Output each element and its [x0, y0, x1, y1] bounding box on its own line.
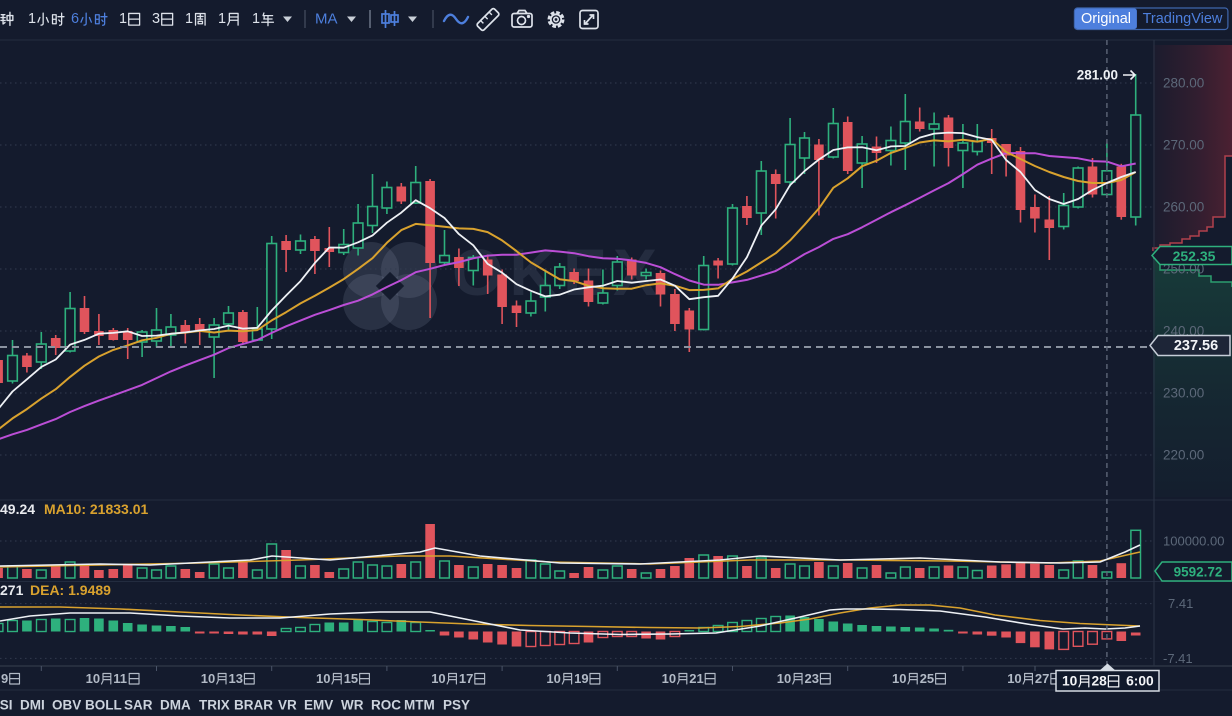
svg-text:10: 10: [1062, 674, 1078, 689]
svg-text:10: 10: [1007, 671, 1021, 686]
svg-text:21: 21: [689, 671, 703, 686]
svg-text:220.00: 220.00: [1163, 448, 1204, 463]
svg-text:9: 9: [1, 671, 8, 686]
svg-text:237.56: 237.56: [1174, 338, 1218, 354]
svg-text:23: 23: [805, 671, 819, 686]
svg-text:DMA: DMA: [160, 698, 191, 713]
svg-text:1: 1: [185, 11, 193, 27]
svg-text:260.00: 260.00: [1163, 200, 1204, 215]
svg-text:10: 10: [201, 671, 215, 686]
svg-text:1: 1: [218, 11, 226, 27]
svg-text:281.00: 281.00: [1077, 68, 1118, 83]
svg-text:17: 17: [459, 671, 473, 686]
svg-text:27: 27: [1035, 671, 1049, 686]
svg-text:9592.72: 9592.72: [1174, 565, 1223, 580]
svg-text:6:00: 6:00: [1126, 674, 1154, 689]
svg-text:11: 11: [113, 671, 127, 686]
svg-text:10: 10: [892, 671, 906, 686]
svg-text:13: 13: [229, 671, 243, 686]
svg-text:DEA: 1.9489: DEA: 1.9489: [30, 582, 111, 598]
svg-text:EMV: EMV: [304, 698, 333, 713]
svg-text:10: 10: [777, 671, 791, 686]
svg-text:25: 25: [920, 671, 934, 686]
svg-text:270.00: 270.00: [1163, 138, 1204, 153]
svg-text:BOLL: BOLL: [85, 698, 122, 713]
svg-text:Original: Original: [1081, 11, 1131, 27]
svg-text:10: 10: [662, 671, 676, 686]
svg-text:1: 1: [28, 11, 36, 27]
svg-text:DMI: DMI: [20, 698, 45, 713]
svg-text:7.41: 7.41: [1168, 596, 1193, 611]
svg-text:100000.00: 100000.00: [1163, 534, 1224, 549]
svg-text:SAR: SAR: [124, 698, 153, 713]
svg-text:MA: MA: [315, 11, 338, 28]
svg-text:ROC: ROC: [371, 698, 401, 713]
svg-text:10: 10: [316, 671, 330, 686]
svg-text:WR: WR: [341, 698, 364, 713]
svg-text:230.00: 230.00: [1163, 386, 1204, 401]
svg-text:MTM: MTM: [404, 698, 435, 713]
svg-text:280.00: 280.00: [1163, 76, 1204, 91]
svg-text:6: 6: [71, 11, 79, 27]
svg-text:TradingView: TradingView: [1143, 11, 1223, 27]
svg-text:49.24: 49.24: [0, 501, 35, 517]
svg-text:19: 19: [574, 671, 588, 686]
svg-text:28: 28: [1092, 674, 1108, 689]
svg-text:BRAR: BRAR: [234, 698, 273, 713]
svg-text:3: 3: [152, 11, 160, 27]
svg-text:271: 271: [0, 582, 24, 598]
svg-text:PSY: PSY: [443, 698, 470, 713]
svg-text:MA10: 21833.01: MA10: 21833.01: [44, 501, 149, 517]
svg-text:1: 1: [119, 11, 127, 27]
svg-text:252.35: 252.35: [1173, 248, 1216, 264]
svg-text:10: 10: [546, 671, 560, 686]
svg-text:VR: VR: [278, 698, 297, 713]
svg-text:OBV: OBV: [52, 698, 81, 713]
svg-text:1: 1: [252, 11, 260, 27]
svg-text:15: 15: [344, 671, 358, 686]
svg-text:10: 10: [431, 671, 445, 686]
svg-text:10: 10: [86, 671, 100, 686]
svg-text:-7.41: -7.41: [1163, 651, 1193, 666]
svg-text:RSI: RSI: [0, 698, 13, 713]
svg-text:TRIX: TRIX: [199, 698, 230, 713]
